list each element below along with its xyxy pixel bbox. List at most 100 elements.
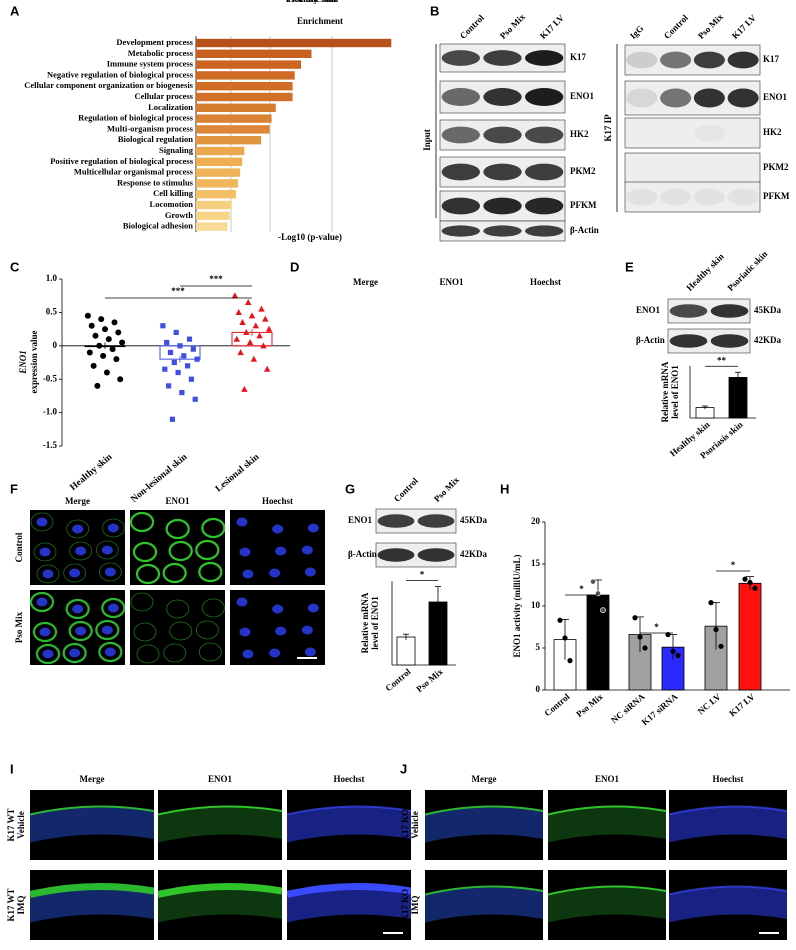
y-tick-label: 5	[536, 642, 541, 652]
point	[239, 319, 246, 326]
cell	[65, 598, 90, 620]
row-label: K17 WT	[6, 808, 16, 841]
nucleus	[301, 625, 313, 635]
nucleus	[269, 648, 281, 658]
band	[525, 50, 564, 66]
epidermis	[287, 883, 411, 898]
x-tick-label: K17 siRNA	[640, 691, 680, 727]
nucleus	[272, 524, 284, 534]
micrograph	[130, 510, 225, 585]
x-tick-label: Control	[542, 691, 572, 718]
cell	[95, 619, 120, 641]
nucleus	[269, 568, 281, 578]
category-label: Cellular component organization or bioge…	[24, 80, 193, 90]
nucleus	[36, 517, 48, 527]
epidermis	[425, 805, 543, 816]
micrograph-content	[158, 883, 282, 923]
bar	[738, 582, 762, 691]
y-axis-label: expression value	[29, 330, 39, 393]
blot-label: ENO1	[636, 305, 661, 315]
lane-label: Healthy skin	[684, 251, 726, 293]
y-tick-label: -1.5	[43, 440, 58, 450]
nucleus	[236, 517, 248, 527]
point	[192, 396, 198, 402]
micrograph-content	[669, 805, 787, 843]
bar	[196, 38, 392, 48]
panel-letter: H	[500, 481, 509, 496]
cell	[195, 620, 219, 640]
category-label: Metabolic process	[128, 48, 194, 58]
cell	[132, 541, 158, 563]
point	[241, 385, 248, 392]
tissue	[548, 806, 666, 843]
point	[84, 312, 91, 319]
point	[562, 635, 568, 641]
cell	[201, 598, 225, 618]
tissue	[669, 806, 787, 843]
blot	[624, 152, 761, 184]
micrograph-content	[669, 885, 787, 923]
y-axis-label: level of ENO1	[370, 596, 380, 650]
nucleus	[72, 524, 84, 534]
column-label: Hoechst	[262, 496, 293, 506]
y-tick-label: -0.5	[43, 373, 58, 383]
size-label: 42KDa	[754, 335, 782, 345]
point	[179, 389, 185, 396]
point	[181, 353, 187, 359]
point	[252, 322, 259, 329]
cell	[163, 643, 187, 663]
nucleus	[101, 545, 113, 555]
category-label: Growth	[165, 210, 193, 220]
row-label: Psoriatic skin	[286, 0, 338, 4]
micrograph-content	[287, 883, 411, 923]
blot-label: HK2	[763, 127, 782, 137]
y-axis-label: ENO1	[18, 350, 28, 375]
point	[94, 382, 101, 389]
row-label: Healthy skin	[288, 0, 337, 4]
panel-letter: I	[10, 761, 14, 776]
point	[718, 643, 724, 649]
category-label: Positive regulation of biological proces…	[50, 156, 193, 166]
cell	[30, 591, 55, 613]
nucleus	[39, 627, 51, 637]
cell	[33, 542, 57, 562]
blot-label: β-Actin	[570, 225, 599, 235]
panel-letter: A	[10, 3, 20, 18]
lane-label: Control	[662, 12, 691, 41]
group-label: K17 IP	[603, 114, 613, 142]
panel-letter: J	[400, 761, 407, 776]
cell	[101, 518, 125, 538]
point	[173, 329, 179, 336]
nucleus	[104, 647, 116, 657]
cell	[168, 540, 193, 562]
band	[660, 51, 692, 69]
micrograph-content	[548, 885, 666, 923]
column-label: Hoechst	[334, 774, 365, 784]
band	[483, 197, 522, 215]
nucleus	[275, 626, 287, 636]
point	[185, 363, 191, 369]
lane-label: Pso Mix	[696, 11, 726, 41]
point	[231, 292, 239, 299]
category-label: Biological adhesion	[123, 221, 193, 231]
point	[600, 607, 606, 614]
y-tick-label: 1.0	[46, 273, 58, 283]
blot-label: PFKM	[570, 200, 597, 210]
group-label: Input	[422, 129, 432, 151]
blot-label: ENO1	[763, 92, 788, 102]
point	[258, 305, 265, 312]
bar	[196, 114, 272, 123]
epidermis	[287, 805, 411, 816]
y-tick-label: -1.0	[43, 407, 58, 417]
bar	[196, 146, 245, 156]
micrograph-content	[30, 883, 154, 923]
nucleus	[107, 523, 119, 533]
nucleus	[304, 647, 316, 657]
point	[188, 376, 194, 382]
band	[441, 50, 481, 66]
bar	[196, 222, 228, 231]
band	[441, 197, 481, 215]
epidermis	[30, 883, 154, 898]
blot	[624, 181, 761, 213]
y-tick-label: 20	[531, 516, 541, 526]
